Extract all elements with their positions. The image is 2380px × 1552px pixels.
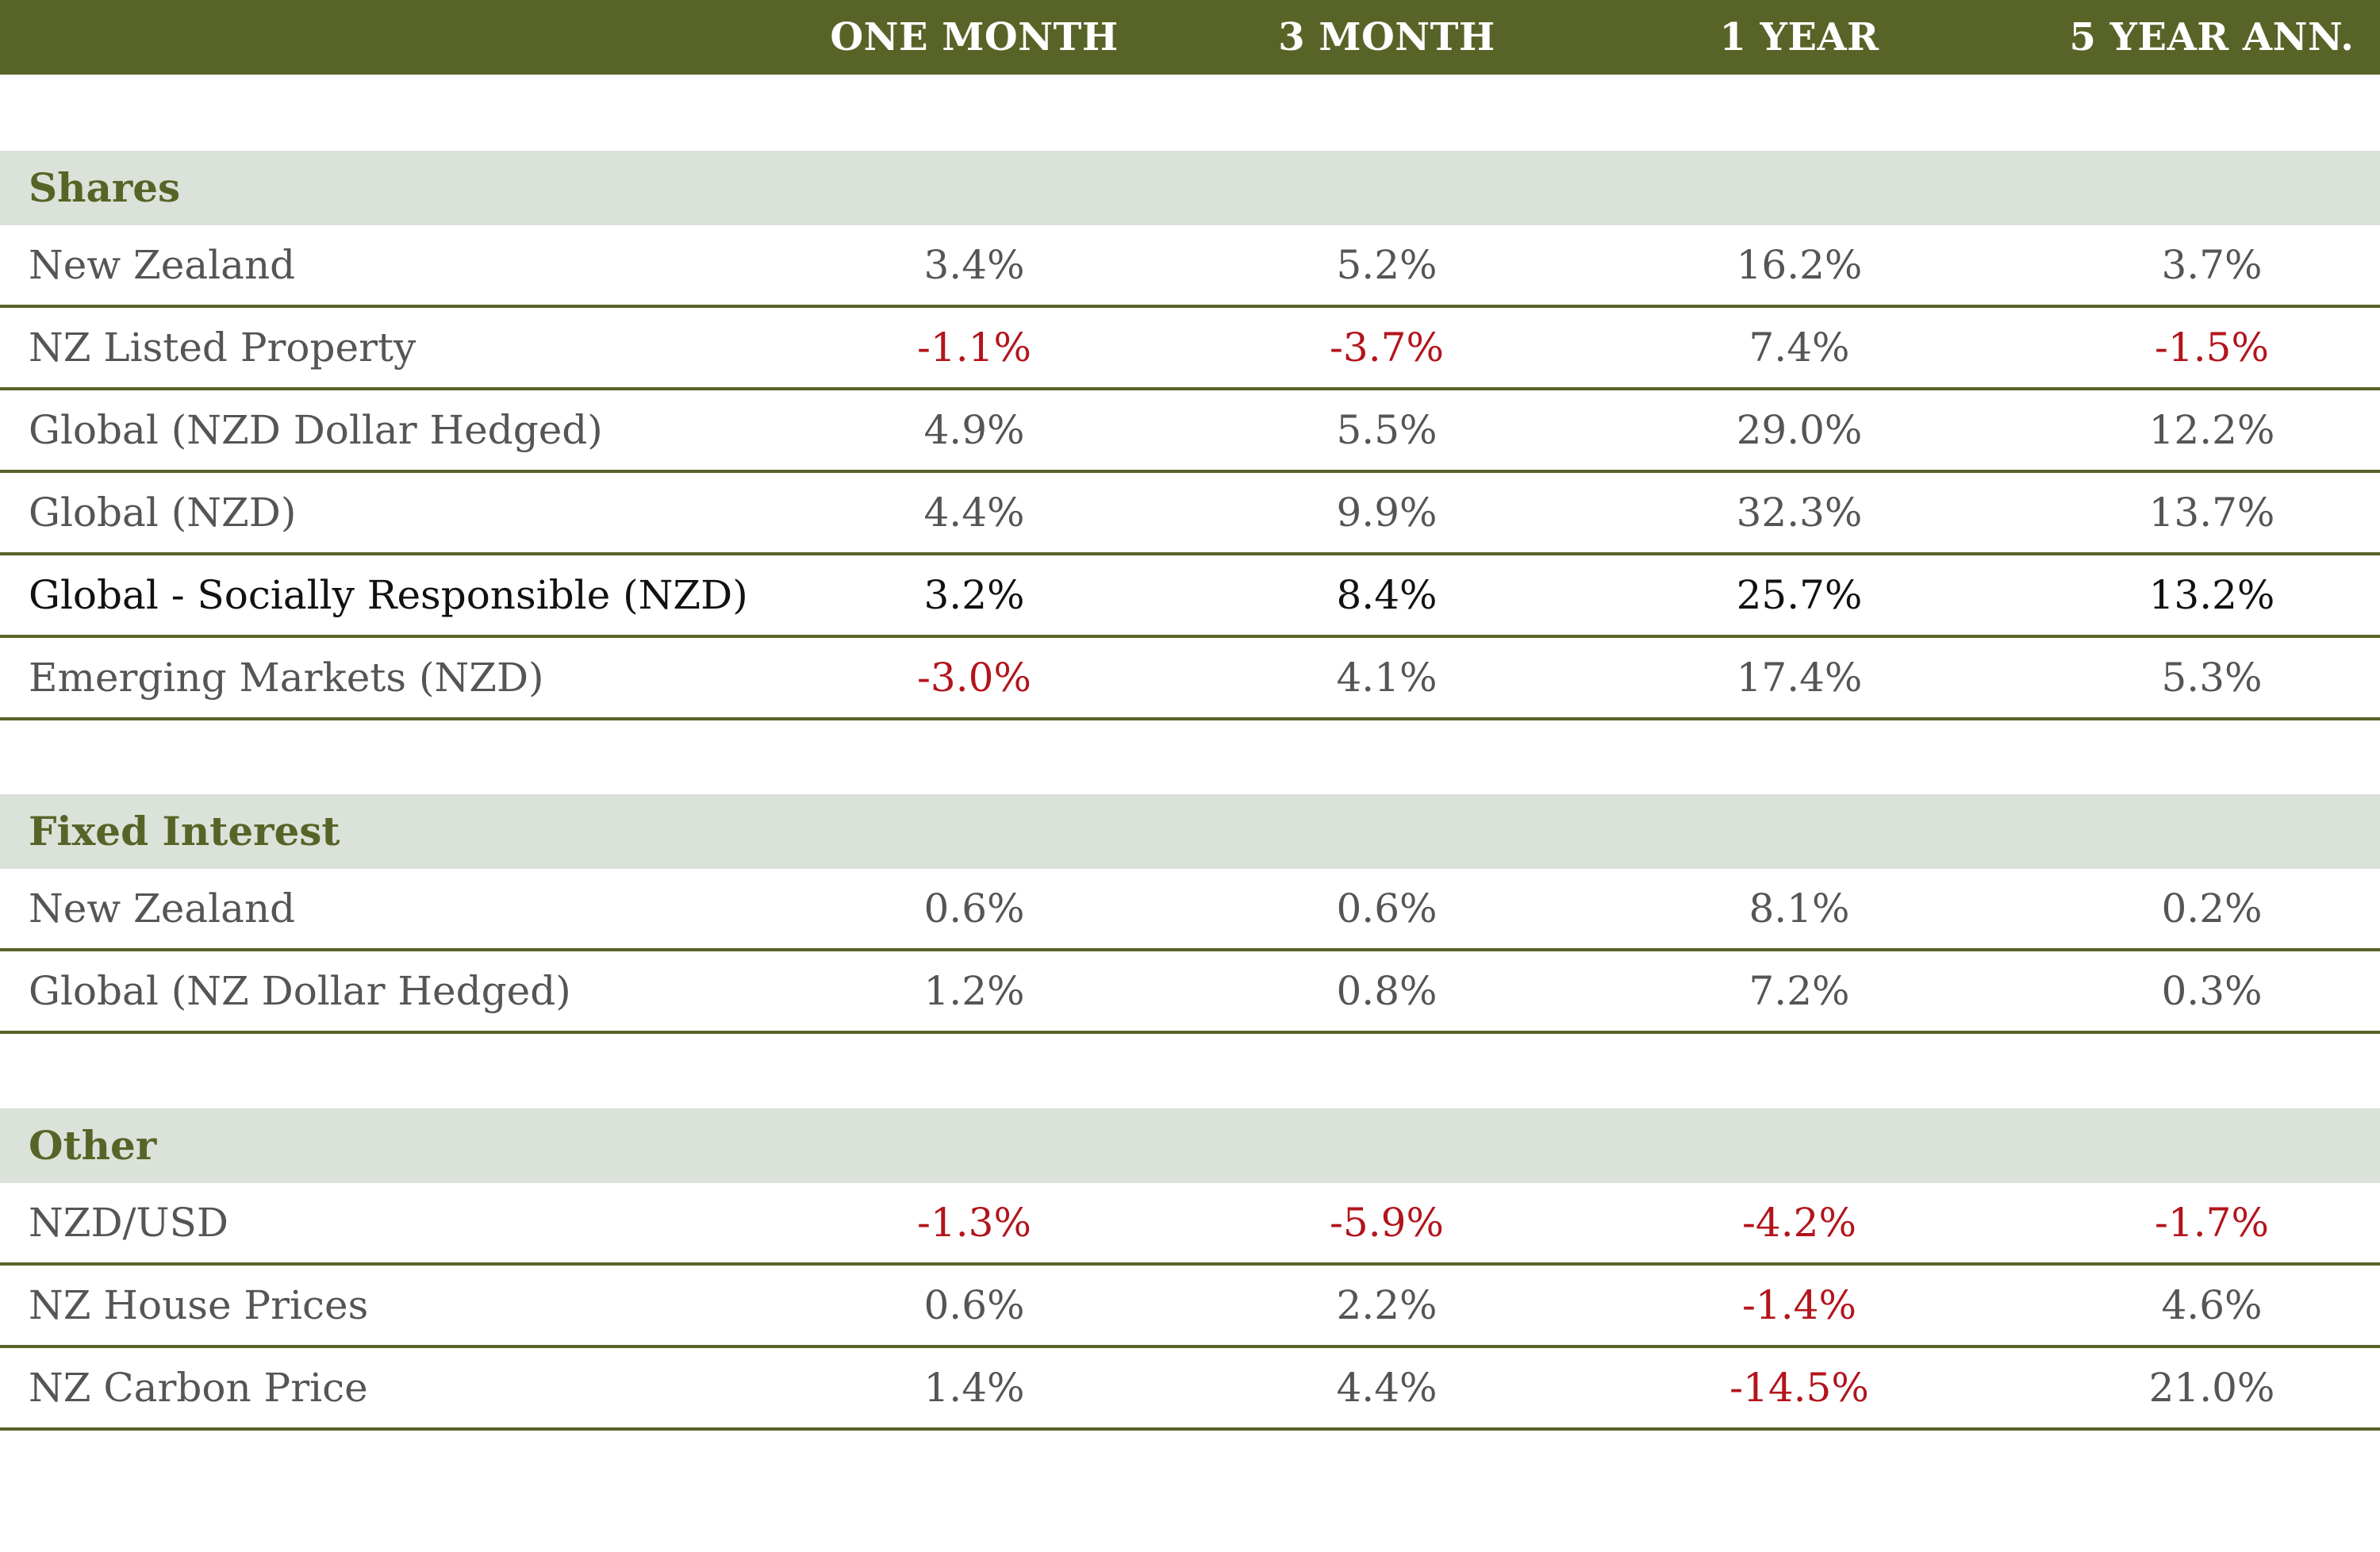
value-one-month: -3.0% — [917, 655, 1031, 701]
row-divider — [0, 552, 2380, 555]
row-label: NZD/USD — [29, 1200, 228, 1246]
table-row: NZ House Prices 0.6% 2.2% -1.4% 4.6% — [0, 1266, 2380, 1348]
table-row: Global - Socially Responsible (NZD) 3.2%… — [0, 555, 2380, 638]
value-5-year-ann: -1.5% — [2155, 325, 2269, 371]
value-5-year-ann: 0.2% — [2161, 885, 2263, 932]
row-label: NZ Carbon Price — [29, 1365, 368, 1411]
section-header: Shares — [0, 151, 2380, 225]
section-title: Fixed Interest — [29, 808, 340, 855]
value-3-month: 4.4% — [1336, 1365, 1438, 1411]
value-3-month: 0.6% — [1336, 885, 1438, 932]
section-header: Fixed Interest — [0, 794, 2380, 869]
row-label: Emerging Markets (NZD) — [29, 655, 544, 701]
value-1-year: 25.7% — [1736, 572, 1863, 618]
row-divider — [0, 1031, 2380, 1034]
value-3-month: 5.5% — [1336, 407, 1438, 453]
value-one-month: 4.9% — [923, 407, 1025, 453]
row-label: NZ Listed Property — [29, 325, 416, 371]
value-5-year-ann: 4.6% — [2161, 1282, 2263, 1328]
header-bar: ONE MONTH 3 MONTH 1 YEAR 5 YEAR ANN. — [0, 0, 2380, 75]
table-row: Global (NZD) 4.4% 9.9% 32.3% 13.7% — [0, 473, 2380, 555]
row-divider — [0, 305, 2380, 308]
value-1-year: -14.5% — [1729, 1365, 1869, 1411]
value-one-month: 1.2% — [923, 968, 1025, 1014]
row-label: Global (NZ Dollar Hedged) — [29, 968, 571, 1014]
value-3-month: 4.1% — [1336, 655, 1438, 701]
value-3-month: -3.7% — [1330, 325, 1444, 371]
table-row: NZD/USD -1.3% -5.9% -4.2% -1.7% — [0, 1183, 2380, 1266]
value-5-year-ann: 13.2% — [2148, 572, 2275, 618]
row-divider — [0, 948, 2380, 951]
value-1-year: 17.4% — [1736, 655, 1863, 701]
section-header: Other — [0, 1108, 2380, 1183]
row-label: New Zealand — [29, 242, 296, 288]
table-row: New Zealand 3.4% 5.2% 16.2% 3.7% — [0, 225, 2380, 308]
row-divider — [0, 470, 2380, 473]
row-divider — [0, 1345, 2380, 1348]
value-one-month: 3.4% — [923, 242, 1025, 288]
value-1-year: -1.4% — [1742, 1282, 1856, 1328]
value-3-month: 0.8% — [1336, 968, 1438, 1014]
value-3-month: 9.9% — [1336, 490, 1438, 536]
value-1-year: 16.2% — [1736, 242, 1863, 288]
value-5-year-ann: 13.7% — [2148, 490, 2275, 536]
table-row: NZ Carbon Price 1.4% 4.4% -14.5% 21.0% — [0, 1348, 2380, 1431]
table-row: NZ Listed Property -1.1% -3.7% 7.4% -1.5… — [0, 308, 2380, 390]
col-header-3-month: 3 MONTH — [1278, 15, 1495, 60]
value-5-year-ann: 5.3% — [2161, 655, 2263, 701]
value-3-month: 2.2% — [1336, 1282, 1438, 1328]
value-1-year: 8.1% — [1749, 885, 1850, 932]
row-divider — [0, 1427, 2380, 1431]
value-1-year: 32.3% — [1736, 490, 1863, 536]
value-one-month: 0.6% — [923, 885, 1025, 932]
row-divider — [0, 717, 2380, 720]
value-one-month: 1.4% — [923, 1365, 1025, 1411]
row-label: Global (NZD Dollar Hedged) — [29, 407, 603, 453]
value-5-year-ann: 0.3% — [2161, 968, 2263, 1014]
section-title: Other — [29, 1122, 157, 1169]
value-5-year-ann: 3.7% — [2161, 242, 2263, 288]
value-one-month: 3.2% — [923, 572, 1025, 618]
value-one-month: 0.6% — [923, 1282, 1025, 1328]
col-header-5-year-ann: 5 YEAR ANN. — [2069, 15, 2355, 60]
value-3-month: 5.2% — [1336, 242, 1438, 288]
value-1-year: -4.2% — [1742, 1200, 1856, 1246]
section-title: Shares — [29, 164, 181, 211]
value-5-year-ann: 21.0% — [2148, 1365, 2275, 1411]
value-one-month: -1.3% — [917, 1200, 1031, 1246]
value-3-month: -5.9% — [1330, 1200, 1444, 1246]
row-divider — [0, 387, 2380, 390]
col-header-one-month: ONE MONTH — [830, 15, 1119, 60]
row-label: NZ House Prices — [29, 1282, 369, 1328]
row-label: Global (NZD) — [29, 490, 297, 536]
row-divider — [0, 1262, 2380, 1266]
value-1-year: 29.0% — [1736, 407, 1863, 453]
table-row: Global (NZ Dollar Hedged) 1.2% 0.8% 7.2%… — [0, 951, 2380, 1034]
value-1-year: 7.4% — [1749, 325, 1850, 371]
col-header-1-year: 1 YEAR — [1719, 15, 1879, 60]
table-row: New Zealand 0.6% 0.6% 8.1% 0.2% — [0, 869, 2380, 951]
value-one-month: 4.4% — [923, 490, 1025, 536]
value-1-year: 7.2% — [1749, 968, 1850, 1014]
value-one-month: -1.1% — [917, 325, 1031, 371]
table-row: Global (NZD Dollar Hedged) 4.9% 5.5% 29.… — [0, 390, 2380, 473]
value-5-year-ann: -1.7% — [2155, 1200, 2269, 1246]
value-3-month: 8.4% — [1336, 572, 1438, 618]
row-label: Global - Socially Responsible (NZD) — [29, 572, 748, 618]
row-label: New Zealand — [29, 885, 296, 932]
row-divider — [0, 635, 2380, 638]
table-row: Emerging Markets (NZD) -3.0% 4.1% 17.4% … — [0, 638, 2380, 720]
value-5-year-ann: 12.2% — [2148, 407, 2275, 453]
